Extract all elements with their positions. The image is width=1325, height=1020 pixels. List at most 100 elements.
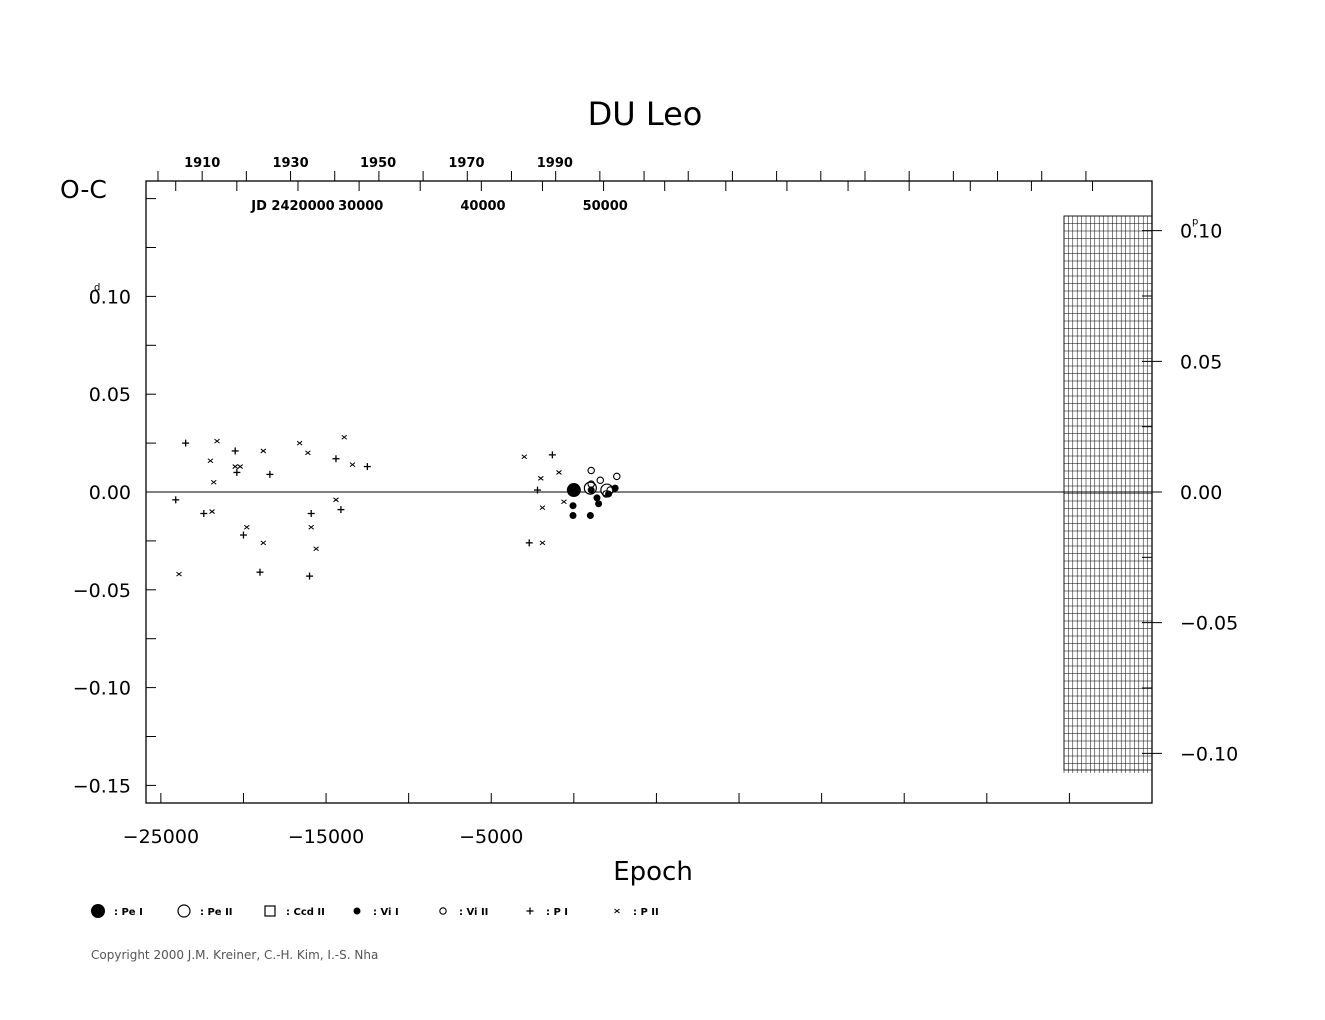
data-point <box>239 531 247 539</box>
data-point <box>593 494 601 502</box>
marker-shape <box>593 494 601 502</box>
data-point <box>363 463 371 471</box>
marker-shape <box>605 490 613 498</box>
chart-title: DU Leo <box>588 95 703 133</box>
y-tick-label: 0.05 <box>89 384 131 406</box>
data-point <box>214 438 220 444</box>
legend-marker <box>91 904 105 918</box>
data-point <box>586 511 594 519</box>
data-point <box>176 571 182 577</box>
data-point <box>207 458 214 464</box>
data-point <box>306 572 314 580</box>
legend-marker <box>614 908 620 914</box>
data-point <box>260 540 267 546</box>
legend-label: : Vi I <box>373 907 399 918</box>
data-point <box>596 476 605 485</box>
data-point <box>561 499 567 505</box>
marker-shape <box>296 440 303 446</box>
legend-label: : Vi II <box>459 907 488 918</box>
data-point <box>210 479 217 485</box>
marker-shape <box>313 546 319 552</box>
data-point <box>237 464 243 469</box>
marker-shape <box>237 464 243 469</box>
data-point <box>606 486 614 494</box>
legend-marker <box>526 907 534 915</box>
legend-marker <box>439 907 447 915</box>
marker-shape <box>232 464 239 469</box>
data-point <box>332 455 340 463</box>
y2-tick-label: 0.10 <box>1180 221 1222 243</box>
marker-shape <box>614 908 620 914</box>
data-point <box>308 524 315 530</box>
data-point <box>333 497 339 503</box>
year-tick-label: 1910 <box>184 156 220 171</box>
y-tick-label: −0.15 <box>73 775 131 797</box>
marker-shape <box>177 904 191 918</box>
grid-hatch-panel <box>1063 215 1153 773</box>
data-point <box>341 434 348 440</box>
data-point <box>613 472 621 481</box>
marker-shape <box>537 475 544 481</box>
marker-shape <box>586 511 594 519</box>
legend-label: : Pe I <box>114 907 143 918</box>
data-point <box>209 509 215 514</box>
data-point <box>200 510 208 518</box>
marker-shape <box>308 524 315 530</box>
legend-marker <box>353 907 361 915</box>
data-point <box>305 450 311 456</box>
marker-shape <box>209 509 215 514</box>
marker-shape <box>243 524 250 530</box>
y-tick-label: −0.05 <box>73 580 131 602</box>
marker-shape <box>539 540 546 546</box>
marker-shape <box>207 458 214 464</box>
data-point <box>539 505 546 511</box>
data-point <box>556 470 562 475</box>
marker-shape <box>596 476 605 485</box>
y2-tick-label: −0.10 <box>1180 743 1238 765</box>
marker-shape <box>561 499 567 505</box>
y-unit-label: d <box>94 282 100 293</box>
data-points <box>172 434 621 580</box>
axis-tick-labels: 0.100.050.00−0.05−0.10−0.15d0.100.050.00… <box>73 156 1238 848</box>
marker-shape <box>602 490 610 498</box>
marker-shape <box>587 480 595 488</box>
copyright-text: Copyright 2000 J.M. Kreiner, C.-H. Kim, … <box>91 948 379 962</box>
data-point <box>569 511 577 519</box>
y-tick-label: 0.00 <box>89 482 131 504</box>
marker-shape <box>521 454 528 460</box>
marker-shape <box>214 438 220 444</box>
data-point <box>525 539 533 547</box>
year-tick-label: 1950 <box>360 156 396 171</box>
marker-shape <box>341 434 348 440</box>
data-point <box>182 439 190 447</box>
marker-shape <box>260 540 267 546</box>
data-point <box>605 490 613 498</box>
data-point <box>256 568 264 576</box>
data-point <box>349 462 356 468</box>
data-point <box>266 470 274 478</box>
marker-shape <box>260 448 267 454</box>
data-point <box>566 483 581 498</box>
data-point <box>587 466 595 475</box>
data-point <box>533 486 541 494</box>
legend: : Pe I: Pe II: Ccd II: Vi I: Vi II: P I:… <box>91 904 659 918</box>
marker-shape <box>210 479 217 485</box>
marker-shape <box>539 505 546 511</box>
y2-tick-label: 0.05 <box>1180 351 1222 373</box>
data-point <box>313 546 319 552</box>
marker-shape <box>264 905 276 917</box>
year-tick-label: 1930 <box>272 156 308 171</box>
legend-label: : P II <box>633 907 659 918</box>
marker-shape <box>353 907 361 915</box>
data-point <box>602 490 610 498</box>
jd-tick-label: 50000 <box>583 199 628 214</box>
marker-shape <box>569 502 577 510</box>
data-point <box>539 540 546 546</box>
data-point <box>243 524 250 530</box>
marker-shape <box>556 470 562 475</box>
axis-ticks <box>146 171 1162 803</box>
data-point <box>296 440 303 446</box>
jd-tick-label: 40000 <box>460 199 505 214</box>
legend-label: : P I <box>546 907 568 918</box>
